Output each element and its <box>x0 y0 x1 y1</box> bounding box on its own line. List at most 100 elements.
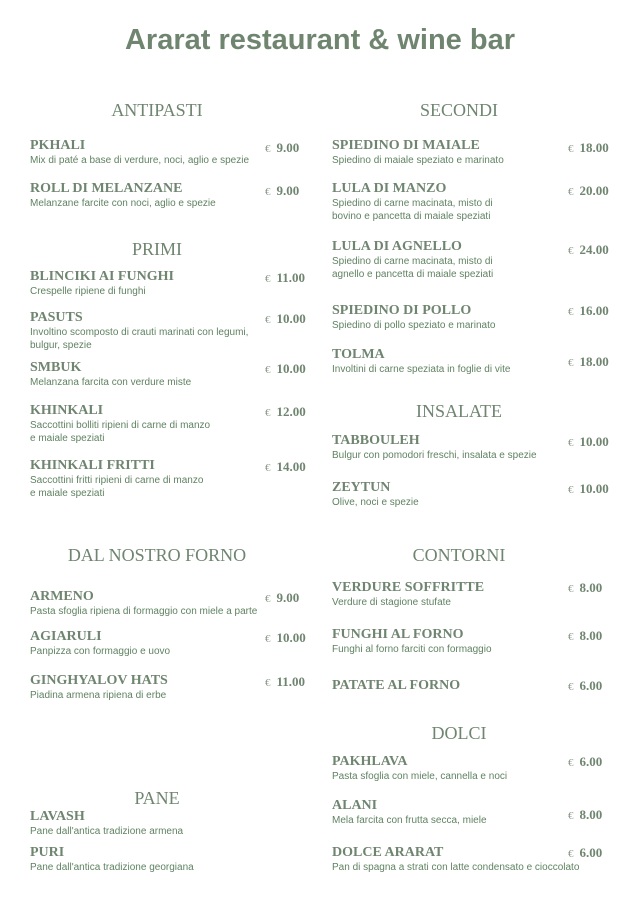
item-name: KHINKALI <box>30 403 104 418</box>
item-name: SPIEDINO DI MAIALE <box>332 138 480 153</box>
currency-symbol: € <box>568 631 574 643</box>
item-description: Saccottini bolliti ripieni di carne di m… <box>30 420 211 431</box>
menu-item: DOLCE ARARAT Pan di spagna a strati con l… <box>332 845 582 874</box>
item-name: ALANI <box>332 798 378 813</box>
item-description: bovino e pancetta di maiale speziati <box>332 211 491 222</box>
item-price: €18.00 <box>568 354 609 370</box>
item-description: Panpizza con formaggio e uovo <box>30 646 171 657</box>
item-price: €6.00 <box>568 845 602 861</box>
item-description: Bulgur con pomodori freschi, insalata e … <box>332 450 537 461</box>
menu-item: BLINCIKI AI FUNGHI Crespelle ripiene di f… <box>30 269 280 298</box>
item-price: €14.00 <box>265 459 306 475</box>
item-name: PASUTS <box>30 310 83 325</box>
section-heading: PRIMI <box>131 239 182 259</box>
price-value: 6.00 <box>579 845 603 860</box>
menu-item: SMBUK Melanzana farcita con verdure miste <box>30 360 280 389</box>
menu-item: TABBOULEH Bulgur con pomodori freschi, in… <box>332 433 582 462</box>
menu-item: LULA DI MANZO Spiedino di carne macinata,… <box>332 181 582 223</box>
item-name: VERDURE SOFFRITTE <box>332 580 485 595</box>
currency-symbol: € <box>265 633 271 645</box>
menu-item: PASUTS Involtino scomposto di crauti mari… <box>30 310 280 352</box>
item-name: GINGHYALOV HATS <box>30 673 168 688</box>
section-heading: DOLCI <box>431 723 487 743</box>
menu-item: PKHALI Mix di paté a base di verdure, noc… <box>30 138 280 167</box>
menu-item: ALANI Mela farcita con frutta secca, miel… <box>332 798 582 827</box>
menu-item: ARMENO Pasta sfoglia ripiena di formaggio… <box>30 589 280 618</box>
item-description: Involtini di carne speziata in foglie di… <box>332 364 511 375</box>
currency-symbol: € <box>265 462 271 474</box>
menu-item: PAKHLAVA Pasta sfoglia con miele, cannell… <box>332 754 582 783</box>
item-price: €6.00 <box>568 678 602 694</box>
currency-symbol: € <box>568 245 574 257</box>
price-value: 9.00 <box>276 183 300 198</box>
currency-symbol: € <box>265 677 271 689</box>
menu-item: SPIEDINO DI POLLO Spiedino di pollo spezi… <box>332 303 582 332</box>
currency-symbol: € <box>568 143 574 155</box>
item-description: Spiedino di pollo speziato e marinato <box>332 320 496 331</box>
currency-symbol: € <box>568 810 574 822</box>
item-price: €10.00 <box>568 481 609 497</box>
item-name: PATATE AL FORNO <box>332 678 461 693</box>
currency-symbol: € <box>265 364 271 376</box>
item-description: Verdure di stagione stufate <box>332 597 451 608</box>
item-price: €20.00 <box>568 183 609 199</box>
section-heading: CONTORNI <box>412 545 506 565</box>
item-price: €16.00 <box>568 303 609 319</box>
item-name: LULA DI MANZO <box>332 181 447 196</box>
currency-symbol: € <box>265 407 271 419</box>
currency-symbol: € <box>265 593 271 605</box>
item-price: €24.00 <box>568 242 609 258</box>
price-value: 16.00 <box>579 303 609 318</box>
section-heading: PANE <box>134 788 180 808</box>
item-description: e maiale speziati <box>30 433 105 444</box>
price-value: 9.00 <box>276 590 300 605</box>
price-value: 10.00 <box>579 481 609 496</box>
currency-symbol: € <box>568 757 574 769</box>
item-description: Involtino scomposto di crauti marinati c… <box>30 327 249 338</box>
section-heading: SECONDI <box>419 100 498 120</box>
item-description: Pasta sfoglia ripiena di formaggio con m… <box>30 606 258 617</box>
currency-symbol: € <box>568 681 574 693</box>
item-name: BLINCIKI AI FUNGHI <box>30 269 174 284</box>
currency-symbol: € <box>568 437 574 449</box>
item-name: ROLL DI MELANZANE <box>30 181 183 196</box>
price-value: 18.00 <box>579 140 609 155</box>
menu-item: KHINKALI Saccottini bolliti ripieni di ca… <box>30 403 280 445</box>
price-value: 10.00 <box>579 434 609 449</box>
item-description: Spiedino di carne macinata, misto di <box>332 256 493 267</box>
item-price: €8.00 <box>568 807 602 823</box>
item-name: ZEYTUN <box>332 480 391 495</box>
currency-symbol: € <box>568 484 574 496</box>
currency-symbol: € <box>568 357 574 369</box>
menu-item: GINGHYALOV HATS Piadina armena ripiena di… <box>30 673 280 702</box>
price-value: 12.00 <box>276 404 306 419</box>
item-name: TABBOULEH <box>332 433 420 448</box>
menu-item: LULA DI AGNELLO Spiedino di carne macinat… <box>332 239 582 281</box>
price-value: 10.00 <box>276 630 306 645</box>
item-name: TOLMA <box>332 347 385 362</box>
price-value: 8.00 <box>579 580 603 595</box>
item-name: PKHALI <box>30 138 86 153</box>
menu-item: PURI Pane dall'antica tradizione georgian… <box>30 845 280 874</box>
item-name: LULA DI AGNELLO <box>332 239 462 254</box>
price-value: 14.00 <box>276 459 306 474</box>
item-name: LAVASH <box>30 809 85 824</box>
item-price: €6.00 <box>568 754 602 770</box>
item-description: Pasta sfoglia con miele, cannella e noci <box>332 771 508 782</box>
menu-item: LAVASH Pane dall'antica tradizione armena <box>30 809 280 838</box>
item-description: Spiedino di maiale speziato e marinato <box>332 155 504 166</box>
item-description: Pan di spagna a strati con latte condens… <box>332 862 580 873</box>
item-price: €10.00 <box>265 311 306 327</box>
section-heading: DAL NOSTRO FORNO <box>67 545 247 565</box>
menu-item: KHINKALI FRITTI Saccottini fritti ripieni… <box>30 458 280 500</box>
menu-item: ZEYTUN Olive, noci e spezie <box>332 480 582 509</box>
item-price: €10.00 <box>265 630 306 646</box>
item-price: €9.00 <box>265 140 299 156</box>
item-name: SMBUK <box>30 360 82 375</box>
currency-symbol: € <box>265 273 271 285</box>
currency-symbol: € <box>568 306 574 318</box>
price-value: 20.00 <box>579 183 609 198</box>
price-value: 8.00 <box>579 807 603 822</box>
item-price: €9.00 <box>265 590 299 606</box>
currency-symbol: € <box>568 583 574 595</box>
